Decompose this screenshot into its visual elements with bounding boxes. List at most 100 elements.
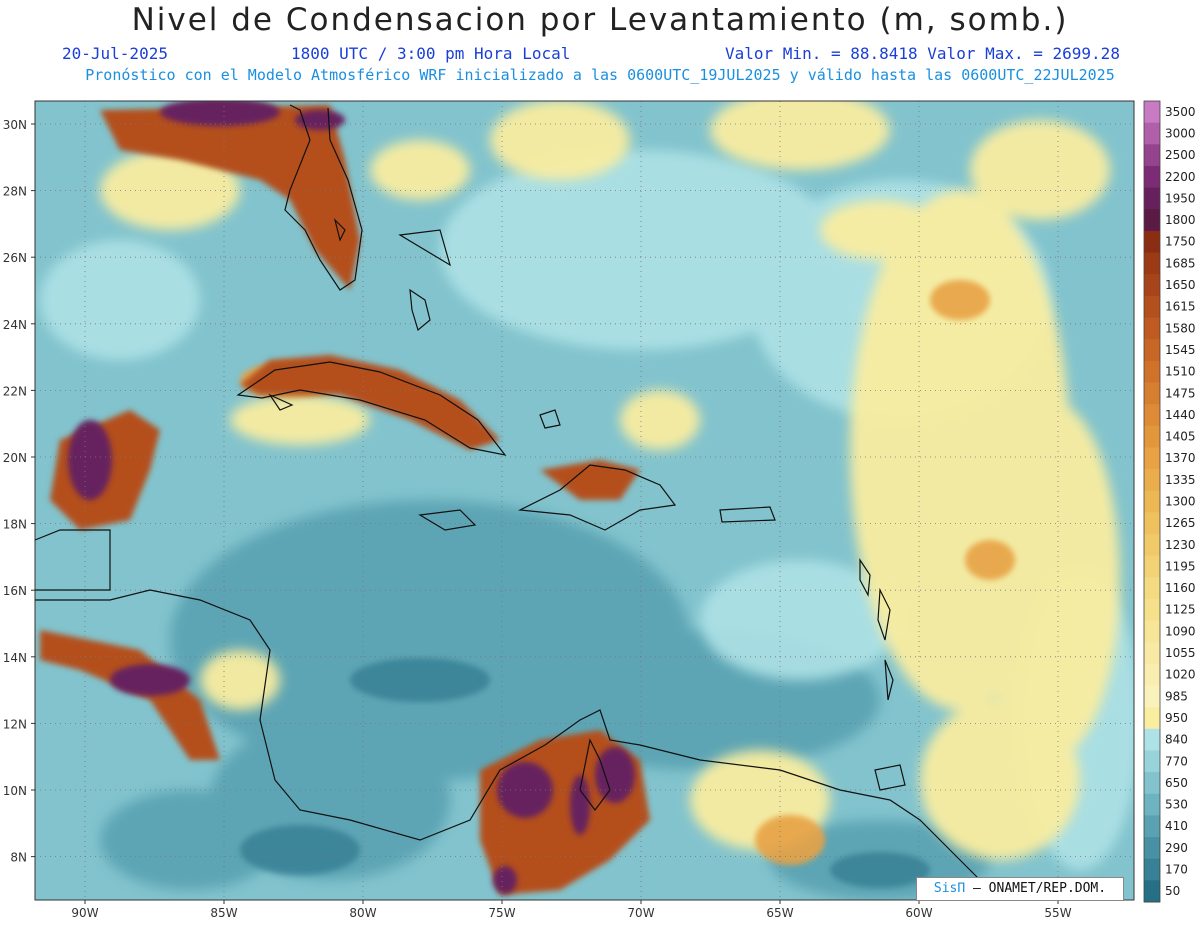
colorbar-label: 1405: [1165, 430, 1196, 444]
colorbar-label: 1750: [1165, 235, 1196, 249]
colorbar-label: 1440: [1165, 408, 1196, 422]
latitude-axis: 30N 28N 26N 24N 22N 20N 18N 16N 14N 12N 10N 8N: [3, 118, 35, 865]
colorbar-label: 530: [1165, 798, 1188, 812]
shaded-field: [35, 101, 1134, 900]
lon-label: 85W: [210, 906, 237, 920]
colorbar-label: 1685: [1165, 256, 1196, 270]
colorbar-swatch: [1144, 404, 1160, 427]
lat-label: 8N: [10, 851, 27, 865]
colorbar-label: 1580: [1165, 321, 1196, 335]
colorbar-swatch: [1144, 469, 1160, 492]
colorbar-label: 410: [1165, 819, 1188, 833]
colorbar-swatch: [1144, 598, 1160, 622]
lon-label: 75W: [488, 906, 515, 920]
lat-label: 12N: [3, 717, 27, 731]
colorbar-label: 2500: [1165, 148, 1196, 162]
colorbar-label: 50: [1165, 884, 1180, 898]
lon-label: 60W: [905, 906, 932, 920]
colorbar-swatch: [1144, 360, 1160, 383]
lat-label: 30N: [3, 118, 27, 132]
colorbar-label: 1090: [1165, 624, 1196, 638]
colorbar-swatch: [1144, 490, 1160, 513]
lon-label: 80W: [349, 906, 376, 920]
colorbar-swatch: [1144, 144, 1160, 167]
colorbar-label: 1125: [1165, 603, 1196, 617]
colorbar-label: 1195: [1165, 559, 1196, 573]
colorbar-swatch: [1144, 642, 1160, 665]
colorbar-swatch: [1144, 880, 1160, 903]
lat-label: 28N: [3, 185, 27, 199]
colorbar-swatch: [1144, 815, 1160, 838]
colorbar-swatch: [1144, 620, 1160, 643]
lat-label: 26N: [3, 251, 27, 265]
colorbar-swatch: [1144, 728, 1160, 751]
colorbar-label: 1650: [1165, 278, 1196, 292]
lon-label: 55W: [1044, 906, 1071, 920]
colorbar-swatch: [1144, 858, 1160, 881]
lat-label: 24N: [3, 318, 27, 332]
coastlines: [34, 104, 1001, 901]
colorbar-swatch: [1144, 101, 1160, 124]
colorbar-label: 2200: [1165, 170, 1196, 184]
graticule: [35, 101, 1134, 900]
credit-box: SisΠ – ONAMET/REP.DOM.: [916, 877, 1124, 901]
credit-org: – ONAMET/REP.DOM.: [973, 881, 1107, 896]
colorbar-swatch: [1144, 339, 1160, 362]
colorbar-swatch: [1144, 274, 1160, 297]
lat-label: 14N: [3, 651, 27, 665]
colorbar-label: 170: [1165, 863, 1188, 877]
colorbar-label: 1800: [1165, 213, 1196, 227]
colorbar-label: 1335: [1165, 473, 1196, 487]
colorbar: 3500 3000 2500 2200 1950 1800 1750 1685 1650 1615…: [1143, 100, 1196, 903]
colorbar-swatch: [1144, 187, 1160, 210]
lat-label: 22N: [3, 384, 27, 398]
colorbar-label: 1615: [1165, 300, 1196, 314]
colorbar-label: 650: [1165, 776, 1188, 790]
colorbar-swatch: [1144, 577, 1160, 600]
colorbar-swatch: [1144, 772, 1160, 795]
map-title: Nivel de Condensacion por Levantamiento …: [131, 2, 1069, 38]
colorbar-swatch: [1144, 555, 1160, 578]
colorbar-swatch: [1144, 685, 1160, 708]
colorbar-label: 290: [1165, 841, 1188, 855]
map-frame: [34, 100, 1135, 901]
colorbar-label: 1370: [1165, 451, 1196, 465]
lon-label: 70W: [627, 906, 654, 920]
lat-label: 18N: [3, 518, 27, 532]
colorbar-label: 985: [1165, 689, 1188, 703]
lat-label: 16N: [3, 584, 27, 598]
colorbar-swatch: [1144, 209, 1160, 232]
colorbar-label: 1160: [1165, 581, 1196, 595]
colorbar-swatch: [1144, 122, 1160, 145]
colorbar-label: 1020: [1165, 668, 1196, 682]
colorbar-swatch: [1144, 707, 1160, 730]
colorbar-swatch: [1144, 317, 1160, 340]
colorbar-swatch: [1144, 230, 1160, 254]
lon-label: 65W: [766, 906, 793, 920]
colorbar-swatch: [1144, 165, 1160, 189]
value-range: Valor Min. = 88.8418 Valor Max. = 2699.2…: [725, 44, 1120, 63]
colorbar-label: 1230: [1165, 538, 1196, 552]
colorbar-label: 770: [1165, 754, 1188, 768]
colorbar-label: 1300: [1165, 495, 1196, 509]
colorbar-swatch: [1144, 663, 1160, 687]
colorbar-swatch: [1144, 252, 1160, 275]
colorbar-label: 1950: [1165, 191, 1196, 205]
colorbar-label: 1055: [1165, 646, 1196, 660]
forecast-date: 20-Jul-2025: [62, 44, 168, 63]
colorbar-swatch: [1144, 837, 1160, 860]
longitude-axis: 90W 85W 80W 75W 70W 65W 60W 55W: [71, 900, 1072, 920]
lat-label: 20N: [3, 451, 27, 465]
colorbar-swatch: [1144, 447, 1160, 470]
colorbar-swatch: [1144, 382, 1160, 405]
colorbar-swatch: [1144, 533, 1160, 557]
colorbar-label: 1265: [1165, 516, 1196, 530]
lat-label: 10N: [3, 784, 27, 798]
colorbar-label: 1475: [1165, 386, 1196, 400]
colorbar-label: 3500: [1165, 105, 1196, 119]
colorbar-label: 840: [1165, 733, 1188, 747]
colorbar-swatch: [1144, 750, 1160, 773]
colorbar-swatch: [1144, 793, 1160, 816]
lon-label: 90W: [71, 906, 98, 920]
